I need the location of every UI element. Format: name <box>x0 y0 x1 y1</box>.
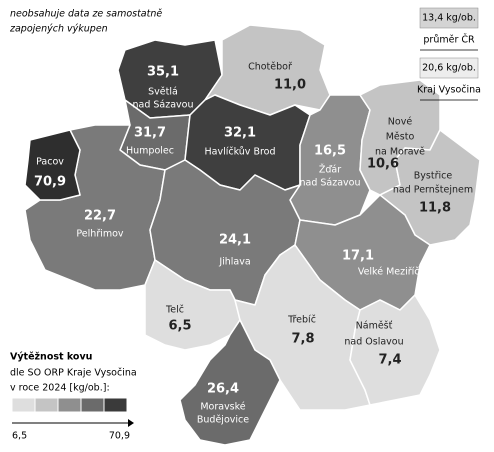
region-name: Pelhřimov <box>76 229 124 240</box>
region <box>349 294 441 406</box>
region-name: Světlá <box>148 87 178 98</box>
scale-max: 70,9 <box>109 431 130 442</box>
region-value: 35,1 <box>147 65 179 80</box>
region-name: Havlíčkův Brod <box>204 147 275 158</box>
reference-box <box>419 7 479 29</box>
region-name: nad Sázavou <box>132 100 193 111</box>
region <box>179 319 281 446</box>
region-value: 32,1 <box>224 126 256 141</box>
region-value: 17,1 <box>342 249 374 264</box>
reference-label: Kraj Vysočina <box>417 85 481 96</box>
legend-swatch <box>34 397 59 413</box>
region-name: Nové <box>388 117 413 128</box>
region-name: Jihlava <box>218 257 250 268</box>
reference-value: 20,6 kg/ob. <box>422 63 476 74</box>
region-name: Velké Meziříčí <box>358 267 423 278</box>
legend-swatch <box>57 397 82 413</box>
region-name: Chotěboř <box>248 62 292 73</box>
region-value: 10,6 <box>367 157 399 172</box>
legend-subtitle: v roce 2024 [kg/ob.]: <box>10 383 110 394</box>
region-name: Telč <box>165 305 184 316</box>
legend-swatch <box>80 397 105 413</box>
region-name: nad Oslavou <box>344 337 403 348</box>
scale-min: 6,5 <box>12 431 27 442</box>
region-name: na Moravě <box>375 147 425 158</box>
region-name: Žďár <box>319 164 341 176</box>
region-value: 24,1 <box>219 233 251 248</box>
region-name: Náměšť <box>356 321 393 332</box>
region-name: Pacov <box>36 157 64 168</box>
legend-swatch <box>103 397 128 413</box>
region-value: 22,7 <box>84 209 116 224</box>
region-value: 11,0 <box>274 78 306 93</box>
scale-arrow-head <box>128 419 134 427</box>
region-name: Humpolec <box>126 146 174 157</box>
note: neobsahuje data ze samostatně <box>10 9 162 20</box>
region-name: Budějovice <box>197 415 249 426</box>
region-value: 11,8 <box>419 201 451 216</box>
legend-title: Výtěžnost kovu <box>10 352 92 363</box>
reference-label: průměr ČR <box>423 34 475 46</box>
region-value: 6,5 <box>168 319 191 334</box>
note: zapojených výkupen <box>9 24 108 35</box>
region-name: Město <box>386 132 415 143</box>
legend-subtitle: dle SO ORP Kraje Vysočina <box>10 368 137 379</box>
region-value: 7,8 <box>291 332 314 347</box>
region-name: Třebíč <box>287 315 316 326</box>
region-name: nad Pernštejnem <box>393 185 473 196</box>
legend-swatch <box>11 397 36 413</box>
region-value: 16,5 <box>314 144 346 159</box>
region-name: Moravské <box>200 402 245 413</box>
region-value: 31,7 <box>134 126 166 141</box>
region <box>144 259 241 351</box>
region <box>24 129 81 201</box>
region-value: 26,4 <box>207 382 239 397</box>
region-value: 70,9 <box>34 175 66 190</box>
region-name: nad Sázavou <box>299 178 360 189</box>
reference-value: 13,4 kg/ob. <box>422 13 476 24</box>
region-name: Bystřice <box>414 171 453 182</box>
region-value: 7,4 <box>378 353 401 368</box>
reference-box <box>419 57 479 79</box>
